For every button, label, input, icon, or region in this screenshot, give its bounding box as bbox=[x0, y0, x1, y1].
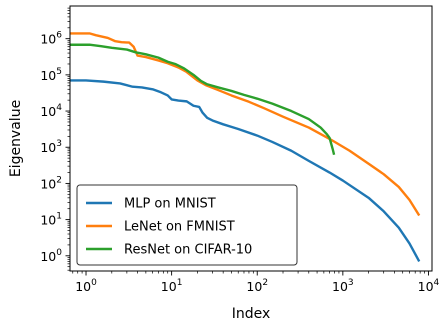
legend-label: MLP on MNIST bbox=[124, 197, 216, 212]
series-line bbox=[70, 43, 336, 156]
y-tick-label: 105 bbox=[40, 67, 62, 83]
x-axis-label: Index bbox=[232, 306, 271, 322]
plot-frame bbox=[69, 5, 433, 272]
legend: MLP on MNIST LeNet on FMNIST ResNet on CIF… bbox=[76, 184, 298, 266]
series-line bbox=[70, 79, 421, 262]
y-tick-label: 100 bbox=[40, 248, 62, 264]
y-tick-label: 106 bbox=[40, 31, 62, 47]
y-tick-label: 101 bbox=[40, 212, 62, 228]
x-axis: 100 101 102 103 104 bbox=[72, 271, 440, 294]
y-tick-label: 103 bbox=[40, 139, 62, 155]
x-tick-label: 104 bbox=[418, 278, 440, 294]
y-axis: 100 101 102 103 104 105 106 bbox=[40, 7, 70, 271]
y-tick-label: 102 bbox=[40, 175, 62, 191]
x-tick-label: 103 bbox=[332, 278, 354, 294]
y-tick-label: 104 bbox=[40, 103, 62, 119]
x-tick-label: 100 bbox=[75, 278, 97, 294]
legend-label: ResNet on CIFAR-10 bbox=[124, 243, 252, 258]
legend-box bbox=[76, 184, 298, 266]
x-tick-label: 101 bbox=[161, 278, 183, 294]
y-axis-label: Eigenvalue bbox=[8, 100, 24, 177]
series-layer bbox=[70, 32, 421, 262]
legend-label: LeNet on FMNIST bbox=[124, 220, 235, 235]
x-tick-label: 102 bbox=[246, 278, 268, 294]
series-line bbox=[70, 32, 421, 217]
